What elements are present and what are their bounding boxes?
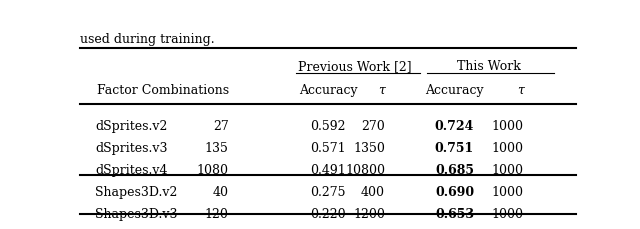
Text: 0.653: 0.653 xyxy=(435,208,474,221)
Text: Previous Work [2]: Previous Work [2] xyxy=(298,60,412,73)
Text: 0.275: 0.275 xyxy=(310,186,346,199)
Text: 1000: 1000 xyxy=(492,120,524,133)
Text: This Work: This Work xyxy=(457,60,521,73)
Text: 400: 400 xyxy=(361,186,385,199)
Text: 27: 27 xyxy=(213,120,229,133)
Text: τ: τ xyxy=(378,84,385,97)
Text: τ: τ xyxy=(517,84,524,97)
Text: 10800: 10800 xyxy=(345,164,385,177)
Text: 40: 40 xyxy=(212,186,229,199)
Text: Factor Combinations: Factor Combinations xyxy=(97,84,229,97)
Text: 0.571: 0.571 xyxy=(310,142,346,155)
Text: 0.690: 0.690 xyxy=(435,186,474,199)
Text: 1350: 1350 xyxy=(353,142,385,155)
Text: used during training.: used during training. xyxy=(80,33,214,46)
Text: 1080: 1080 xyxy=(197,164,229,177)
Text: 120: 120 xyxy=(205,208,229,221)
Text: dSprites.v2: dSprites.v2 xyxy=(95,120,167,133)
Text: 0.491: 0.491 xyxy=(310,164,346,177)
Text: 1000: 1000 xyxy=(492,164,524,177)
Text: 0.592: 0.592 xyxy=(310,120,346,133)
Text: 0.685: 0.685 xyxy=(435,164,474,177)
Text: dSprites.v3: dSprites.v3 xyxy=(95,142,168,155)
Text: 1200: 1200 xyxy=(353,208,385,221)
Text: Shapes3D.v3: Shapes3D.v3 xyxy=(95,208,177,221)
Text: 1000: 1000 xyxy=(492,186,524,199)
Text: 135: 135 xyxy=(205,142,229,155)
Text: 0.751: 0.751 xyxy=(435,142,474,155)
Text: 0.220: 0.220 xyxy=(310,208,346,221)
Text: 1000: 1000 xyxy=(492,142,524,155)
Text: 1000: 1000 xyxy=(492,208,524,221)
Text: 0.724: 0.724 xyxy=(435,120,474,133)
Text: Accuracy: Accuracy xyxy=(425,84,484,97)
Text: Shapes3D.v2: Shapes3D.v2 xyxy=(95,186,177,199)
Text: 270: 270 xyxy=(362,120,385,133)
Text: dSprites.v4: dSprites.v4 xyxy=(95,164,168,177)
Text: Accuracy: Accuracy xyxy=(299,84,357,97)
